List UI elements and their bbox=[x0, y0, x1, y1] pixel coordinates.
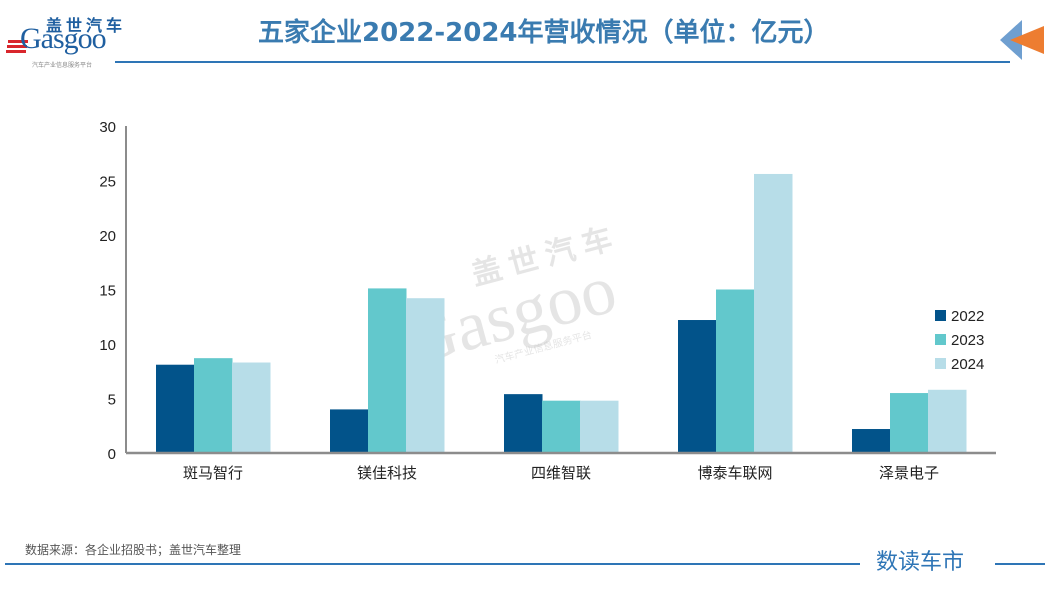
legend-label-2024: 2024 bbox=[951, 356, 984, 373]
bar-2024 bbox=[928, 389, 967, 453]
logo-stripes-icon bbox=[6, 40, 28, 53]
bar-2024 bbox=[754, 173, 793, 453]
logo-chinese-name: 盖世汽车 bbox=[46, 16, 127, 35]
back-arrow-icon[interactable] bbox=[1000, 20, 1044, 60]
bar-2022 bbox=[156, 364, 195, 453]
bar-2022 bbox=[852, 429, 891, 453]
bar-2022 bbox=[504, 394, 543, 453]
x-category-label: 四维智联 bbox=[531, 464, 591, 482]
bar-2023 bbox=[716, 289, 755, 453]
y-tick-label: 30 bbox=[99, 119, 116, 136]
logo-subtitle: 汽车产业信息服务平台 bbox=[32, 62, 93, 69]
bar-2024 bbox=[406, 298, 445, 453]
y-tick-label: 0 bbox=[108, 446, 116, 463]
bar-2024 bbox=[580, 400, 619, 453]
bar-2024 bbox=[232, 362, 271, 453]
x-category-label: 泽景电子 bbox=[879, 464, 939, 482]
bar-2023 bbox=[890, 393, 929, 453]
gasgoo-logo: 盖世汽车 Gasgoo 汽车产业信息服务平台 bbox=[6, 8, 136, 69]
y-tick-label: 10 bbox=[99, 337, 116, 354]
x-category-label: 斑马智行 bbox=[183, 464, 243, 482]
legend-swatch-2022 bbox=[935, 310, 946, 321]
bar-2023 bbox=[542, 400, 581, 453]
footer-divider-right bbox=[995, 563, 1045, 565]
footer-divider-left bbox=[5, 563, 860, 565]
bar-2022 bbox=[330, 409, 369, 453]
data-source-note: 数据来源：各企业招股书；盖世汽车整理 bbox=[25, 543, 242, 557]
x-category-label: 镁佳科技 bbox=[357, 464, 417, 482]
legend-label-2022: 2022 bbox=[951, 308, 984, 325]
y-tick-label: 5 bbox=[108, 392, 116, 409]
legend-label-2023: 2023 bbox=[951, 332, 984, 349]
logo-english-name: Gasgoo bbox=[20, 22, 107, 55]
page-title: 五家企业2022-2024年营收情况（单位：亿元） bbox=[258, 18, 830, 48]
legend-swatch-2024 bbox=[935, 358, 946, 369]
y-tick-label: 20 bbox=[99, 228, 116, 245]
y-tick-label: 25 bbox=[99, 174, 116, 191]
x-category-label: 博泰车联网 bbox=[697, 464, 772, 482]
bar-2023 bbox=[194, 358, 233, 453]
y-tick-label: 15 bbox=[99, 283, 116, 300]
legend-swatch-2023 bbox=[935, 334, 946, 345]
footer-brand: 数读车市 bbox=[876, 550, 965, 575]
bar-2023 bbox=[368, 288, 407, 453]
bar-2022 bbox=[678, 320, 717, 453]
title-divider bbox=[115, 61, 1010, 63]
